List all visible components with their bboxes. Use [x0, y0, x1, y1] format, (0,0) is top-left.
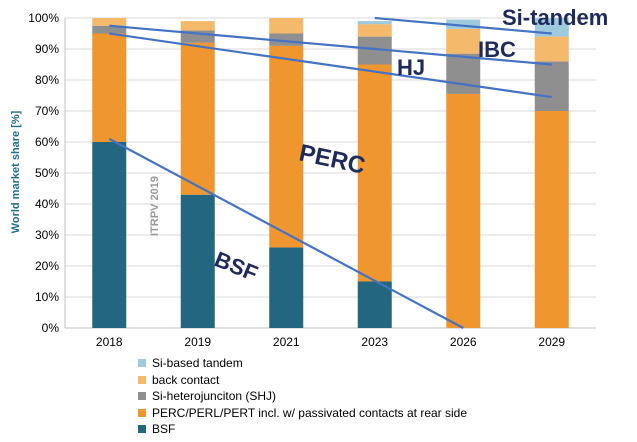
bar-segment: [92, 33, 127, 142]
x-axis-ticks: 2018 2019 2021 2023 2026 2029: [96, 335, 566, 349]
y-tick-label: 10%: [35, 290, 59, 304]
trend-line: [374, 16, 552, 35]
trend-lines: [108, 16, 552, 329]
legend-swatch: [138, 392, 146, 401]
bar-segment: [446, 19, 481, 29]
y-tick-label: 20%: [35, 259, 59, 273]
gridlines: [64, 17, 596, 329]
bar-segment: [446, 93, 481, 328]
y-tick-label: 0%: [42, 321, 60, 335]
y-tick-label: 40%: [35, 197, 59, 211]
bar-segment: [180, 42, 215, 195]
bar-segment: [534, 61, 569, 111]
x-tick-label: 2023: [361, 335, 388, 349]
x-tick-label: 2019: [184, 335, 211, 349]
y-tick-label: 80%: [35, 73, 59, 87]
legend: Si-based tandem back contact Si-heteroju…: [138, 355, 467, 438]
bar-segment: [92, 25, 127, 34]
bar-segment: [180, 194, 215, 328]
bar-segment: [92, 18, 127, 26]
bar-segment: [446, 53, 481, 94]
trend-line: [109, 32, 552, 99]
stacked-bars: [92, 18, 569, 328]
y-tick-label: 90%: [35, 42, 59, 56]
legend-label: PERC/PERL/PERT incl. w/ passivated conta…: [152, 405, 468, 420]
legend-label: Si-heterojunciton (SHJ): [152, 389, 277, 404]
legend-label: back contact: [152, 372, 220, 387]
annotation-itrpv: ITRPV 2019: [149, 176, 161, 236]
bar-segment: [446, 28, 481, 54]
annotation-ibc: IBC: [478, 37, 516, 62]
bar-segment: [534, 111, 569, 328]
annotation-si-tandem: Si-tandem: [502, 5, 608, 30]
legend-swatch: [138, 359, 146, 368]
bar-segment: [357, 281, 392, 328]
y-tick-label: 60%: [35, 135, 59, 149]
annotation-perc: PERC: [297, 139, 368, 179]
y-tick-label: 50%: [35, 166, 59, 180]
legend-item-perc: PERC/PERL/PERT incl. w/ passivated conta…: [138, 405, 467, 422]
trend-line: [108, 137, 464, 329]
y-tick-label: 100%: [28, 11, 59, 25]
trend-line: [109, 24, 552, 66]
bar-segment: [269, 45, 304, 248]
legend-label: BSF: [152, 422, 176, 437]
legend-swatch: [138, 408, 146, 417]
y-tick-label: 30%: [35, 228, 59, 242]
x-tick-label: 2018: [96, 335, 123, 349]
y-axis-ticks: 0% 10% 20% 30% 40% 50% 60% 70% 80% 90% 100%: [28, 11, 59, 335]
x-tick-label: 2026: [450, 335, 477, 349]
bar-segment: [534, 36, 569, 62]
bar-segment: [180, 21, 215, 31]
x-tick-label: 2021: [273, 335, 300, 349]
legend-label: Si-based tandem: [152, 356, 243, 371]
legend-item-bsf: BSF: [138, 421, 467, 438]
annotation-hj: HJ: [397, 55, 425, 80]
legend-swatch: [138, 375, 146, 384]
bar-segment: [92, 142, 127, 328]
legend-item-tandem: Si-based tandem: [138, 355, 467, 372]
legend-swatch: [138, 425, 146, 434]
bar-segment: [357, 24, 392, 37]
legend-item-shj: Si-heterojunciton (SHJ): [138, 388, 467, 405]
legend-item-back-contact: back contact: [138, 372, 467, 389]
bar-segment: [357, 64, 392, 282]
x-tick-label: 2029: [538, 335, 565, 349]
annotation-bsf: BSF: [211, 246, 261, 286]
bar-segment: [357, 21, 392, 25]
y-axis-label: World market share [%]: [10, 110, 22, 233]
bar-segment: [269, 247, 304, 328]
y-tick-label: 70%: [35, 104, 59, 118]
bar-segment: [269, 18, 304, 34]
